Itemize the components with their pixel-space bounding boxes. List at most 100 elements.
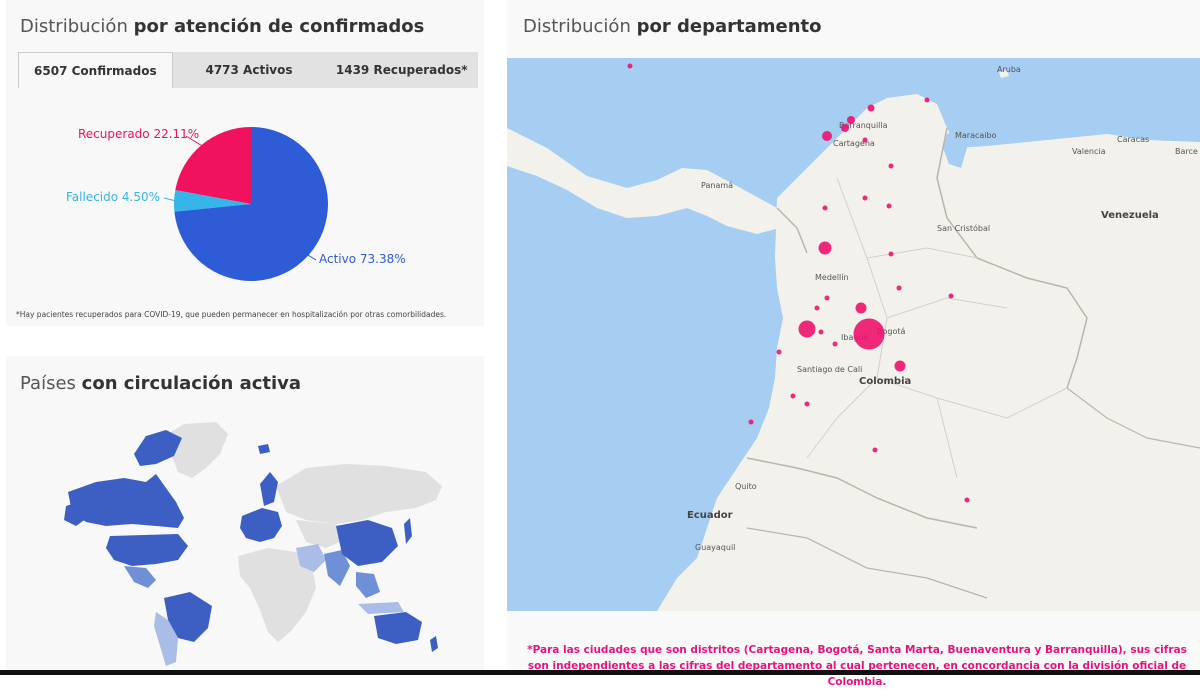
tab-confirmados[interactable]: 6507 Confirmados — [18, 52, 173, 88]
department-map[interactable]: Aruba Barranquilla Cartagena Maracaibo C… — [507, 58, 1200, 611]
map-label-colombia: Colombia — [859, 376, 911, 387]
map-central-asia — [296, 520, 344, 548]
pie-label-fallecido: Fallecido 4.50% — [66, 190, 161, 204]
distribution-by-department-panel: Distribución por departamento — [507, 0, 1200, 688]
case-bubble — [867, 104, 875, 112]
case-bubble — [804, 401, 810, 407]
map-label-ecuador: Ecuador — [687, 510, 733, 521]
map-label-cartagena: Cartagena — [833, 139, 875, 148]
districts-note: *Para las ciudades que son distritos (Ca… — [527, 644, 1187, 688]
case-bubble — [872, 447, 878, 453]
map-label-guayaquil: Guayaquil — [695, 543, 735, 552]
case-bubble — [862, 137, 868, 143]
case-bubble — [964, 497, 970, 503]
pie-leader-line — [306, 253, 317, 261]
case-bubble — [822, 205, 828, 211]
map-department-lines — [806, 177, 1068, 479]
case-bubble — [862, 195, 868, 201]
map-mexico — [124, 566, 156, 588]
map-middle-east — [296, 544, 326, 572]
title-prefix: Distribución — [20, 16, 128, 37]
map-se-asia — [356, 572, 380, 598]
map-usa — [106, 534, 188, 566]
case-bubble — [798, 320, 816, 338]
case-bubble — [888, 163, 894, 169]
case-bubbles — [627, 63, 970, 503]
map-label-venezuela: Venezuela — [1101, 210, 1159, 221]
case-bubble — [855, 302, 867, 314]
case-bubble — [888, 251, 894, 257]
panel-title: Distribución por atención de confirmados — [20, 16, 424, 37]
pie-slice-recuperado[interactable] — [175, 127, 251, 204]
world-map[interactable] — [6, 416, 484, 666]
map-iceland — [258, 444, 270, 454]
case-bubble — [627, 63, 633, 69]
pie-label-activo: Activo 73.38% — [319, 252, 406, 266]
map-label-panama: Panamá — [701, 181, 733, 190]
case-bubble — [886, 203, 892, 209]
map-central-america — [507, 128, 787, 234]
tab-activos[interactable]: 4773 Activos — [205, 63, 293, 77]
status-tabs: 6507 Confirmados 4773 Activos 1439 Recup… — [18, 52, 478, 88]
case-bubble — [818, 329, 824, 335]
case-bubble — [924, 97, 930, 103]
map-india — [324, 550, 350, 586]
case-bubble — [748, 419, 754, 425]
map-label-caracas: Caracas — [1117, 135, 1149, 144]
map-label-valencia: Valencia — [1072, 147, 1106, 156]
case-bubble — [818, 241, 832, 255]
map-label-barranquilla: Barranquilla — [839, 121, 888, 130]
bottom-bar — [0, 670, 1200, 675]
title-bold: con circulación activa — [81, 373, 302, 394]
map-brazil — [164, 592, 212, 642]
case-bubble — [790, 393, 796, 399]
case-bubble — [832, 341, 838, 347]
countries-active-circulation-panel: Países con circulación activa — [6, 356, 484, 672]
map-russia — [276, 464, 442, 524]
pie-leader-line — [163, 197, 177, 202]
department-map-svg: Aruba Barranquilla Cartagena Maracaibo C… — [507, 58, 1200, 611]
map-europe — [240, 508, 282, 542]
map-label-aruba: Aruba — [997, 65, 1021, 74]
title-bold: por departamento — [636, 16, 822, 37]
map-africa — [238, 548, 316, 642]
pie-slice-fallecido[interactable] — [174, 190, 251, 212]
title-bold: por atención de confirmados — [133, 16, 425, 37]
title-prefix: Distribución — [523, 16, 631, 37]
map-south-america-west — [154, 612, 178, 666]
map-border-col-ven — [936, 127, 1088, 389]
map-aruba — [999, 70, 1009, 78]
map-japan — [404, 518, 412, 544]
pie-leader-line — [185, 135, 204, 147]
map-border-col-ecu — [746, 457, 978, 529]
map-border-east — [1066, 387, 1200, 449]
map-australia — [374, 612, 422, 644]
case-bubble — [948, 293, 954, 299]
map-label-barcelona: Barce — [1175, 147, 1198, 156]
pie-label-recuperado: Recuperado 22.11% — [78, 127, 200, 141]
case-bubble — [822, 131, 832, 141]
map-canada — [68, 474, 184, 528]
map-label-cali: Santiago de Cali — [797, 365, 862, 374]
map-china — [336, 520, 398, 566]
panel-title: Distribución por departamento — [523, 16, 822, 37]
map-label-medellin: Medellín — [815, 273, 849, 282]
case-bubble — [841, 124, 849, 132]
map-label-quito: Quito — [735, 482, 757, 491]
case-bubble — [847, 116, 855, 124]
map-label-maracaibo: Maracaibo — [955, 131, 997, 140]
map-indonesia — [358, 602, 404, 614]
map-lake-maracaibo — [943, 130, 967, 168]
case-bubble — [894, 360, 906, 372]
panel-title: Países con circulación activa — [20, 373, 301, 394]
case-bubble — [776, 349, 782, 355]
case-bubble — [824, 295, 830, 301]
footnote: *Hay pacientes recuperados para COVID-19… — [16, 310, 447, 319]
pie-slice-activo[interactable] — [174, 127, 329, 281]
tab-recuperados[interactable]: 1439 Recuperados* — [335, 63, 468, 77]
distribution-by-attention-panel: Distribución por atención de confirmados… — [6, 0, 484, 326]
map-label-bogota: Bogotá — [877, 327, 905, 336]
title-prefix: Países — [20, 373, 76, 394]
map-greenland — [164, 422, 228, 478]
case-bubble — [896, 285, 902, 291]
